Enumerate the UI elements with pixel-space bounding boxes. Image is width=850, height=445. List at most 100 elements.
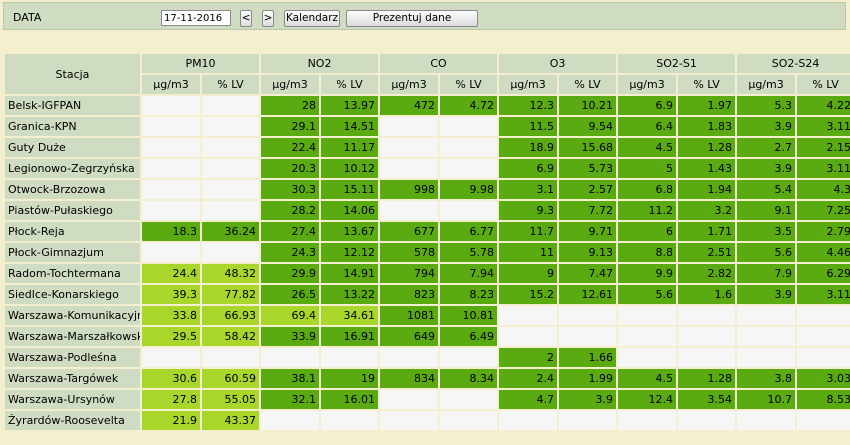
concentration-cell: 28.2 [261, 201, 319, 220]
percent-lv-cell: 13.22 [321, 285, 379, 304]
table-row: Warszawa-Ursynów 27.8 55.05 32.1 16.01 4.7 3.9… [5, 390, 850, 409]
concentration-cell: 3.8 [737, 369, 796, 388]
percent-lv-cell [440, 390, 498, 409]
concentration-cell: 26.5 [261, 285, 319, 304]
percent-lv-cell: 2.51 [678, 243, 736, 262]
table-row: Guty Duże 22.4 11.17 18.9 15.68 4.5 1.28 2.7 2.1… [5, 138, 850, 157]
percent-lv-cell: 4.46 [797, 243, 850, 262]
concentration-cell: 10.7 [737, 390, 796, 409]
calendar-button[interactable]: Kalendarz [284, 10, 340, 27]
percent-lv-cell [797, 327, 850, 346]
percent-lv-cell [559, 327, 617, 346]
concentration-cell [380, 117, 439, 136]
percent-lv-cell: 15.68 [559, 138, 617, 157]
concentration-cell: 3.9 [737, 117, 796, 136]
concentration-cell: 11.2 [618, 201, 677, 220]
concentration-cell: 27.4 [261, 222, 319, 241]
table-row: Warszawa-Podleśna 2 1.66 [5, 348, 850, 367]
pollutant-header-row: Stacja PM10 NO2 CO O3 SO2-S1 SO2-S24 [5, 54, 850, 94]
concentration-cell [380, 201, 439, 220]
percent-lv-cell: 6.29 [797, 264, 850, 283]
concentration-cell [142, 180, 200, 199]
percent-lv-cell: 9.54 [559, 117, 617, 136]
percent-lv-cell: 8.34 [440, 369, 498, 388]
concentration-cell: 11 [499, 243, 558, 262]
percent-lv-cell [678, 348, 736, 367]
percent-lv-cell: 1.28 [678, 138, 736, 157]
concentration-cell: 28 [261, 96, 319, 115]
concentration-cell [261, 411, 319, 430]
percent-lv-cell: 4.3 [797, 180, 850, 199]
date-toolbar: DATA < > Kalendarz Prezentuj dane [3, 2, 846, 30]
percent-lv-cell: 11.17 [321, 138, 379, 157]
concentration-cell [261, 348, 319, 367]
concentration-cell: 39.3 [142, 285, 200, 304]
concentration-cell: 9.1 [737, 201, 796, 220]
concentration-cell [380, 159, 439, 178]
percent-lv-cell: 13.67 [321, 222, 379, 241]
table-row: Żyrardów-Roosevelta 21.9 43.37 [5, 411, 850, 430]
percent-lv-cell: 19 [321, 369, 379, 388]
percent-lv-cell: 3.2 [678, 201, 736, 220]
table-row: Granica-KPN 29.1 14.51 11.5 9.54 6.4 1.83 3.9 3.… [5, 117, 850, 136]
percent-lv-cell: 14.06 [321, 201, 379, 220]
concentration-cell: 794 [380, 264, 439, 283]
pollutant-header: SO2-S24 [737, 54, 850, 73]
percent-lv-cell [202, 348, 259, 367]
pollutant-header: SO2-S1 [618, 54, 736, 73]
percent-lv-cell [440, 348, 498, 367]
percent-lv-cell: 3.03 [797, 369, 850, 388]
concentration-cell [499, 306, 558, 325]
date-input[interactable] [161, 10, 231, 26]
next-day-button[interactable]: > [262, 10, 274, 27]
percent-lv-cell [559, 306, 617, 325]
present-data-button[interactable]: Prezentuj dane [346, 10, 478, 27]
previous-day-button[interactable]: < [240, 10, 252, 27]
percent-lv-cell [559, 411, 617, 430]
percent-lv-cell: 3.11 [797, 159, 850, 178]
concentration-cell [737, 306, 796, 325]
percent-lv-cell: 14.91 [321, 264, 379, 283]
concentration-cell [499, 327, 558, 346]
percent-lv-cell: 2.15 [797, 138, 850, 157]
concentration-cell: 29.1 [261, 117, 319, 136]
station-name: Guty Duże [5, 138, 140, 157]
percent-lv-cell: 15.11 [321, 180, 379, 199]
concentration-cell [737, 348, 796, 367]
percent-lv-cell: 4.22 [797, 96, 850, 115]
concentration-cell: 11.7 [499, 222, 558, 241]
percent-lv-cell: 12.12 [321, 243, 379, 262]
concentration-cell: 6.8 [618, 180, 677, 199]
percent-lv-cell: 6.49 [440, 327, 498, 346]
concentration-cell: 4.5 [618, 138, 677, 157]
percent-lv-cell [797, 411, 850, 430]
pollutant-header: CO [380, 54, 498, 73]
concentration-cell: 33.9 [261, 327, 319, 346]
percent-lv-cell: 10.81 [440, 306, 498, 325]
table-row: Płock-Gimnazjum 24.3 12.12 578 5.78 11 9.13 8.8… [5, 243, 850, 262]
pollutant-header: O3 [499, 54, 617, 73]
percent-lv-cell: 10.21 [559, 96, 617, 115]
concentration-cell: 12.4 [618, 390, 677, 409]
percent-lv-cell: 3.54 [678, 390, 736, 409]
station-name: Radom-Tochtermana [5, 264, 140, 283]
concentration-cell: 4.5 [618, 369, 677, 388]
concentration-cell: 18.3 [142, 222, 200, 241]
percent-lv-cell: 14.51 [321, 117, 379, 136]
station-column-header: Stacja [5, 54, 140, 94]
concentration-cell [499, 411, 558, 430]
percent-lv-cell [202, 138, 259, 157]
station-name: Belsk-IGFPAN [5, 96, 140, 115]
percent-lv-cell [202, 201, 259, 220]
station-name: Warszawa-Targówek [5, 369, 140, 388]
concentration-cell [737, 411, 796, 430]
concentration-cell: 3.5 [737, 222, 796, 241]
concentration-cell [142, 96, 200, 115]
percent-lv-cell [202, 243, 259, 262]
concentration-cell: 32.1 [261, 390, 319, 409]
concentration-cell: 18.9 [499, 138, 558, 157]
concentration-cell: 29.9 [261, 264, 319, 283]
concentration-cell: 578 [380, 243, 439, 262]
percent-lv-cell: 12.61 [559, 285, 617, 304]
percent-lv-cell [797, 348, 850, 367]
